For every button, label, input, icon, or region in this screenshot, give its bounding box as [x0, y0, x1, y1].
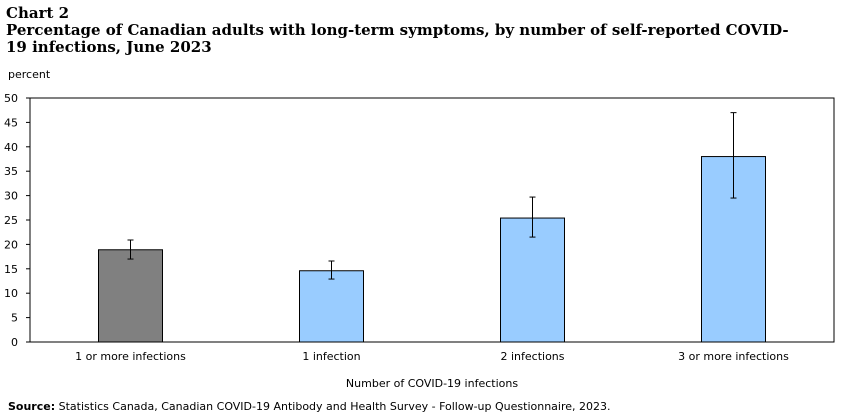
x-axis-ticks: 1 or more infections 1 infection 2 infecti…	[75, 350, 789, 363]
y-tick-label: 30	[4, 190, 18, 203]
bar	[500, 217, 565, 343]
source-label: Source:	[8, 400, 56, 413]
y-tick-label: 15	[4, 263, 18, 276]
y-tick-label: 50	[4, 92, 18, 105]
y-tick-label: 20	[4, 238, 18, 251]
source-note: Source: Statistics Canada, Canadian COVI…	[8, 400, 611, 413]
x-tick-label: 3 or more infections	[678, 350, 789, 363]
source-text: Statistics Canada, Canadian COVID-19 Ant…	[55, 400, 611, 413]
chart-label: Chart 2	[6, 4, 70, 22]
y-axis-ticks: 0 5 10 15 20 25 30 35 40 45 50	[4, 92, 30, 349]
x-axis-title: Number of COVID-19 infections	[346, 377, 518, 390]
x-tick-label: 1 infection	[302, 350, 360, 363]
chart-title: Percentage of Canadian adults with long-…	[6, 21, 789, 56]
bar	[299, 270, 364, 343]
y-axis-unit-label: percent	[8, 68, 51, 81]
y-tick-label: 10	[4, 287, 18, 300]
bars-group	[98, 112, 766, 343]
y-tick-label: 0	[11, 336, 18, 349]
bar	[98, 249, 163, 343]
y-tick-label: 40	[4, 141, 18, 154]
x-tick-label: 1 or more infections	[75, 350, 186, 363]
x-tick-label: 2 infections	[500, 350, 564, 363]
y-tick-label: 5	[11, 312, 18, 325]
y-tick-label: 25	[4, 214, 18, 227]
y-tick-label: 35	[4, 165, 18, 178]
y-tick-label: 45	[4, 116, 18, 129]
